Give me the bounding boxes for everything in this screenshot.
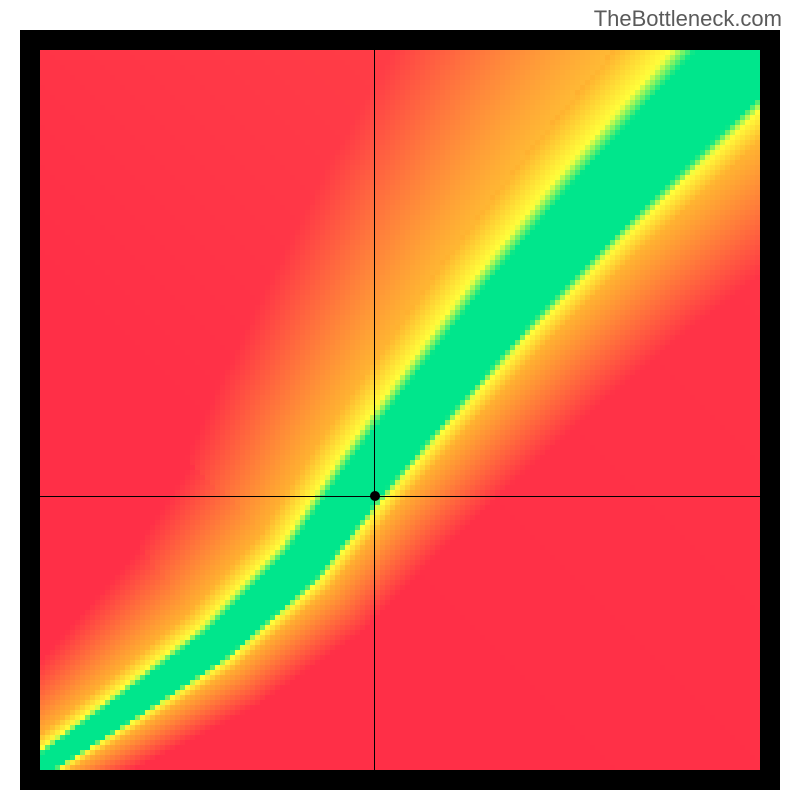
- figure-container: TheBottleneck.com: [0, 0, 800, 800]
- watermark-text: TheBottleneck.com: [594, 6, 782, 32]
- bottleneck-heatmap: [40, 50, 760, 770]
- outer-black-frame: [20, 30, 780, 790]
- plot-area: [40, 50, 760, 770]
